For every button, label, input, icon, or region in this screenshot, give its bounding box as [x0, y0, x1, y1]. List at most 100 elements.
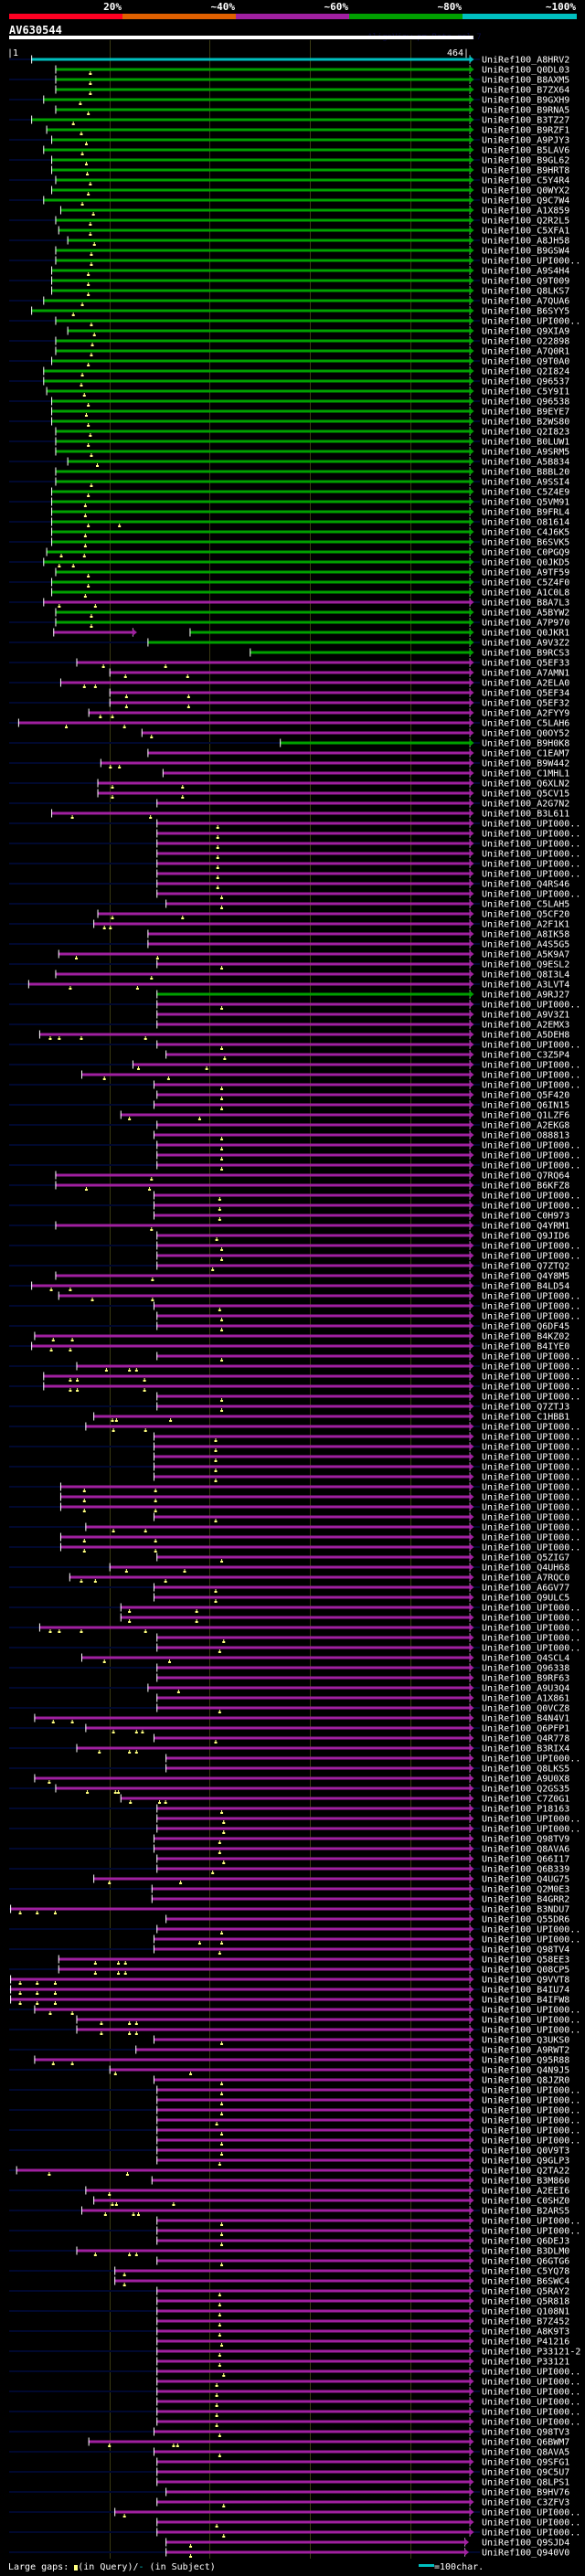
hit-label[interactable]: UniRef100_Q5R818	[482, 2297, 569, 2307]
hit-label[interactable]: UniRef100_UPI000..	[482, 1252, 580, 1262]
hit-label[interactable]: UniRef100_UPI000..	[482, 1503, 580, 1513]
hit-label[interactable]: UniRef100_B6SYY5	[482, 307, 569, 317]
hit-label[interactable]: UniRef100_Q0V9T3	[482, 2147, 569, 2157]
hit-label[interactable]: UniRef100_Q5CV15	[482, 790, 569, 800]
hit-label[interactable]: UniRef100_Q6GTG6	[482, 2257, 569, 2267]
hit-label[interactable]: UniRef100_UPI000..	[482, 1001, 580, 1011]
hit-label[interactable]: UniRef100_P33121	[482, 2358, 569, 2368]
hit-label[interactable]: UniRef100_UPI000..	[482, 830, 580, 840]
hit-label[interactable]: UniRef100_C5LAH5	[482, 900, 569, 910]
hit-label[interactable]: UniRef100_C5Y4R4	[482, 176, 569, 186]
hit-label[interactable]: UniRef100_Q2GS35	[482, 1785, 569, 1795]
hit-label[interactable]: UniRef100_UPI000..	[482, 1151, 580, 1161]
hit-label[interactable]: UniRef100_A9PJY3	[482, 136, 569, 146]
hit-label[interactable]: UniRef100_B8AXM5	[482, 76, 569, 86]
hit-label[interactable]: UniRef100_A8JH58	[482, 237, 569, 247]
hit-label[interactable]: UniRef100_A7QUA6	[482, 297, 569, 307]
hit-label[interactable]: UniRef100_Q8LKS5	[482, 1765, 569, 1775]
hit-label[interactable]: UniRef100_P41216	[482, 2337, 569, 2348]
hit-label[interactable]: UniRef100_P18163	[482, 1805, 569, 1815]
hit-label[interactable]: UniRef100_A5B834	[482, 458, 569, 468]
hit-label[interactable]: UniRef100_UPI000..	[482, 1202, 580, 1212]
hit-label[interactable]: UniRef100_B3L611	[482, 810, 569, 820]
hit-label[interactable]: UniRef100_Q55DR6	[482, 1915, 569, 1925]
hit-label[interactable]: UniRef100_B9RCS3	[482, 649, 569, 659]
hit-label[interactable]: UniRef100_UPI000..	[482, 1624, 580, 1634]
hit-label[interactable]: UniRef100_A5DEH8	[482, 1031, 569, 1041]
hit-label[interactable]: UniRef100_C5Z4E9	[482, 488, 569, 498]
hit-label[interactable]: UniRef100_O88813	[482, 1131, 569, 1141]
hit-label[interactable]: UniRef100_UPI000..	[482, 2126, 580, 2136]
hit-label[interactable]: UniRef100_A9V3Z2	[482, 639, 569, 649]
hit-label[interactable]: UniRef100_Q1LZF6	[482, 1111, 569, 1121]
hit-label[interactable]: UniRef100_A7AMN1	[482, 669, 569, 679]
hit-label[interactable]: UniRef100_UPI000..	[482, 2086, 580, 2096]
hit-label[interactable]: UniRef100_B4IFW8	[482, 1996, 569, 2006]
hit-label[interactable]: UniRef100_B9RNA5	[482, 106, 569, 116]
hit-label[interactable]: UniRef100_A1C0L8	[482, 588, 569, 599]
hit-label[interactable]: UniRef100_B4IU74	[482, 1986, 569, 1996]
hit-label[interactable]: UniRef100_Q4Y8M5	[482, 1272, 569, 1282]
hit-label[interactable]: UniRef100_UPI000..	[482, 2026, 580, 2036]
hit-label[interactable]: UniRef100_B0LUW1	[482, 438, 569, 448]
hit-label[interactable]: UniRef100_UPI000..	[482, 2016, 580, 2026]
hit-label[interactable]: UniRef100_A4S5G5	[482, 940, 569, 950]
hit-label[interactable]: UniRef100_Q940V0	[482, 2549, 569, 2559]
hit-label[interactable]: UniRef100_Q9SJD4	[482, 2539, 569, 2549]
hit-label[interactable]: UniRef100_Q98TV4	[482, 1945, 569, 1956]
hit-label[interactable]: UniRef100_UPI000..	[482, 2368, 580, 2378]
hit-label[interactable]: UniRef100_A6GV77	[482, 1584, 569, 1594]
hit-label[interactable]: UniRef100_UPI000..	[482, 1081, 580, 1091]
hit-label[interactable]: UniRef100_UPI000..	[482, 1161, 580, 1171]
hit-label[interactable]: UniRef100_C0SHZ0	[482, 2197, 569, 2207]
hit-label[interactable]: UniRef100_Q96338	[482, 1664, 569, 1674]
hit-label[interactable]: UniRef100_UPI000..	[482, 1373, 580, 1383]
hit-label[interactable]: UniRef100_A1X861	[482, 1694, 569, 1704]
hit-label[interactable]: UniRef100_B9W442	[482, 759, 569, 769]
hit-label[interactable]: UniRef100_A3LVT4	[482, 981, 569, 991]
hit-label[interactable]: UniRef100_B9EYE7	[482, 408, 569, 418]
hit-label[interactable]: UniRef100_C3Z5P4	[482, 1051, 569, 1061]
hit-label[interactable]: UniRef100_UPI000..	[482, 1312, 580, 1322]
hit-label[interactable]: UniRef100_UPI000..	[482, 1242, 580, 1252]
hit-label[interactable]: UniRef100_A9TF59	[482, 568, 569, 578]
hit-label[interactable]: UniRef100_UPI000..	[482, 1543, 580, 1553]
hit-label[interactable]: UniRef100_B9GL62	[482, 156, 569, 166]
hit-label[interactable]: UniRef100_Q5RAY2	[482, 2287, 569, 2297]
hit-label[interactable]: UniRef100_Q5ZIG7	[482, 1553, 569, 1564]
hit-label[interactable]: UniRef100_A9SRM5	[482, 448, 569, 458]
hit-label[interactable]: UniRef100_UPI000..	[482, 840, 580, 850]
hit-label[interactable]: UniRef100_A5K9A7	[482, 950, 569, 960]
hit-label[interactable]: UniRef100_Q6DEJ3	[482, 2237, 569, 2247]
hit-label[interactable]: UniRef100_UPI000..	[482, 1352, 580, 1362]
hit-label[interactable]: UniRef100_Q2I823	[482, 428, 569, 438]
hit-label[interactable]: UniRef100_B3RIX4	[482, 1744, 569, 1754]
hit-label[interactable]: UniRef100_Q9T0A0	[482, 357, 569, 367]
hit-label[interactable]: UniRef100_UPI000..	[482, 1523, 580, 1533]
hit-label[interactable]: UniRef100_Q98TV9	[482, 1835, 569, 1845]
hit-label[interactable]: UniRef100_C5YQ78	[482, 2267, 569, 2277]
hit-label[interactable]: UniRef100_Q0JKR1	[482, 629, 569, 639]
hit-label[interactable]: UniRef100_UPI000..	[482, 1362, 580, 1373]
hit-label[interactable]: UniRef100_UPI000..	[482, 2217, 580, 2227]
hit-label[interactable]: UniRef100_C1EAM7	[482, 749, 569, 759]
hit-label[interactable]: UniRef100_Q0VCZ8	[482, 1704, 569, 1714]
hit-label[interactable]: UniRef100_B6SWC4	[482, 2277, 569, 2287]
hit-label[interactable]: UniRef100_Q7ZTQ2	[482, 1262, 569, 1272]
hit-label[interactable]: UniRef100_UPI000..	[482, 2116, 580, 2126]
hit-label[interactable]: UniRef100_UPI000..	[482, 1141, 580, 1151]
hit-label[interactable]: UniRef100_Q9XIA9	[482, 327, 569, 337]
hit-label[interactable]: UniRef100_UPI000..	[482, 860, 580, 870]
hit-label[interactable]: UniRef100_UPI000..	[482, 870, 580, 880]
hit-label[interactable]: UniRef100_B2ARS5	[482, 2207, 569, 2217]
hit-label[interactable]: UniRef100_B3TZ27	[482, 116, 569, 126]
hit-label[interactable]: UniRef100_C5LAH6	[482, 719, 569, 729]
hit-label[interactable]: UniRef100_UPI000..	[482, 1493, 580, 1503]
hit-label[interactable]: UniRef100_Q7RQ64	[482, 1171, 569, 1182]
hit-label[interactable]: UniRef100_A2EEI6	[482, 2187, 569, 2197]
hit-label[interactable]: UniRef100_Q9GLP3	[482, 2157, 569, 2167]
hit-label[interactable]: UniRef100_Q5EF33	[482, 659, 569, 669]
hit-label[interactable]: UniRef100_UPI000..	[482, 890, 580, 900]
hit-label[interactable]: UniRef100_B3NDU7	[482, 1905, 569, 1915]
hit-label[interactable]: UniRef100_Q4SCL4	[482, 1654, 569, 1664]
